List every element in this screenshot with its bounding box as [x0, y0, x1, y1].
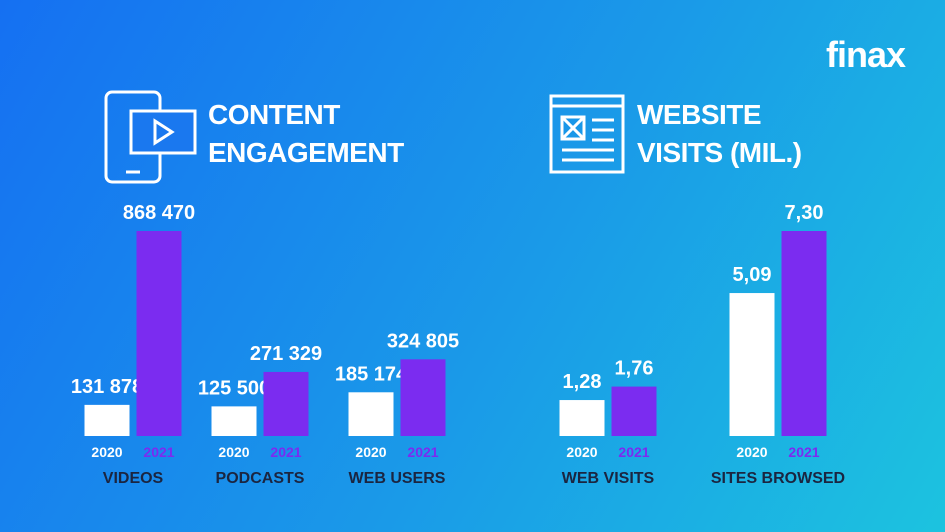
- bar: [781, 231, 827, 436]
- value-label: 324 805: [387, 330, 459, 352]
- bar: [263, 371, 309, 436]
- value-label: 185 174: [335, 363, 408, 385]
- year-label: 2020: [355, 444, 386, 460]
- year-label: 2021: [407, 444, 438, 460]
- value-label: 271 329: [250, 343, 322, 365]
- bar: [211, 406, 257, 436]
- value-label: 5,09: [733, 264, 772, 286]
- brand-logo: finax: [825, 34, 906, 75]
- year-label: 2021: [618, 444, 649, 460]
- year-label: 2021: [788, 444, 819, 460]
- year-label: 2020: [566, 444, 597, 460]
- category-label: VIDEOS: [103, 470, 164, 487]
- bar: [84, 404, 130, 436]
- value-label: 1,28: [563, 371, 602, 393]
- year-label: 2020: [736, 444, 767, 460]
- phone-icon: [104, 90, 197, 184]
- value-label: 7,30: [785, 202, 824, 224]
- bar: [348, 392, 394, 436]
- value-label: 131 878: [71, 376, 143, 398]
- category-label: WEB VISITS: [562, 470, 655, 487]
- bar: [136, 231, 182, 436]
- chart-title: WEBSITE VISITS (MIL.): [637, 99, 802, 168]
- year-label: 2020: [218, 444, 249, 460]
- chart-title: CONTENT ENGAGEMENT: [208, 99, 404, 168]
- category-label: SITES BROWSED: [711, 470, 845, 487]
- bar: [559, 400, 605, 436]
- year-label: 2020: [91, 444, 122, 460]
- category-label: PODCASTS: [216, 470, 305, 487]
- year-label: 2021: [143, 444, 174, 460]
- bar: [729, 293, 775, 436]
- year-label: 2021: [270, 444, 301, 460]
- bar: [611, 386, 657, 436]
- value-label: 868 470: [123, 202, 195, 224]
- website-icon: [549, 94, 625, 174]
- category-label: WEB USERS: [349, 470, 446, 487]
- value-label: 125 500: [198, 377, 270, 399]
- value-label: 1,76: [615, 358, 654, 380]
- bar: [400, 359, 446, 436]
